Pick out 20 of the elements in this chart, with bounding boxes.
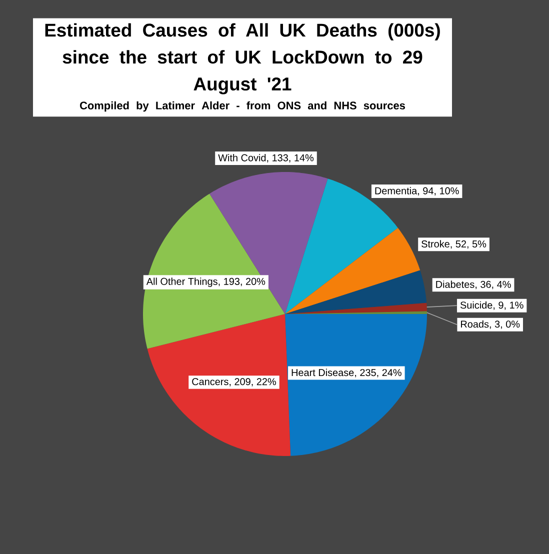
slice-label: Cancers	[192, 378, 228, 386]
data-label: , 3, 0%	[490, 320, 520, 329]
slice-label: Heart Disease	[292, 368, 354, 376]
data-label: , 94, 10%	[418, 187, 459, 196]
slice-label: Diabetes	[436, 280, 474, 288]
data-label: , 235, 24%	[355, 369, 402, 378]
data-label: , 133, 14%	[267, 154, 314, 163]
chart-subtitle: Compiled by Latimer Alder - from ONS and NHS sources	[80, 101, 405, 112]
data-label: , 193, 20%	[218, 278, 266, 286]
slice-label: Stroke	[422, 240, 450, 248]
data-label: , 209, 22%	[230, 378, 276, 386]
data-label: , 52, 5%	[450, 240, 486, 249]
slice-label: With Covid	[218, 154, 266, 162]
chart-title: Estimated Causes of All UK Deaths (000s) since the start of UK LockDown to 29 August '21	[45, 23, 440, 94]
slice-label: Dementia	[375, 187, 418, 194]
slice-label: All Other Things	[146, 278, 218, 287]
data-label: , 9, 1%	[494, 302, 524, 310]
slice-label: Suicide	[460, 301, 492, 309]
data-label: , 36, 4%	[476, 280, 511, 290]
slice-label: Roads	[461, 320, 489, 328]
